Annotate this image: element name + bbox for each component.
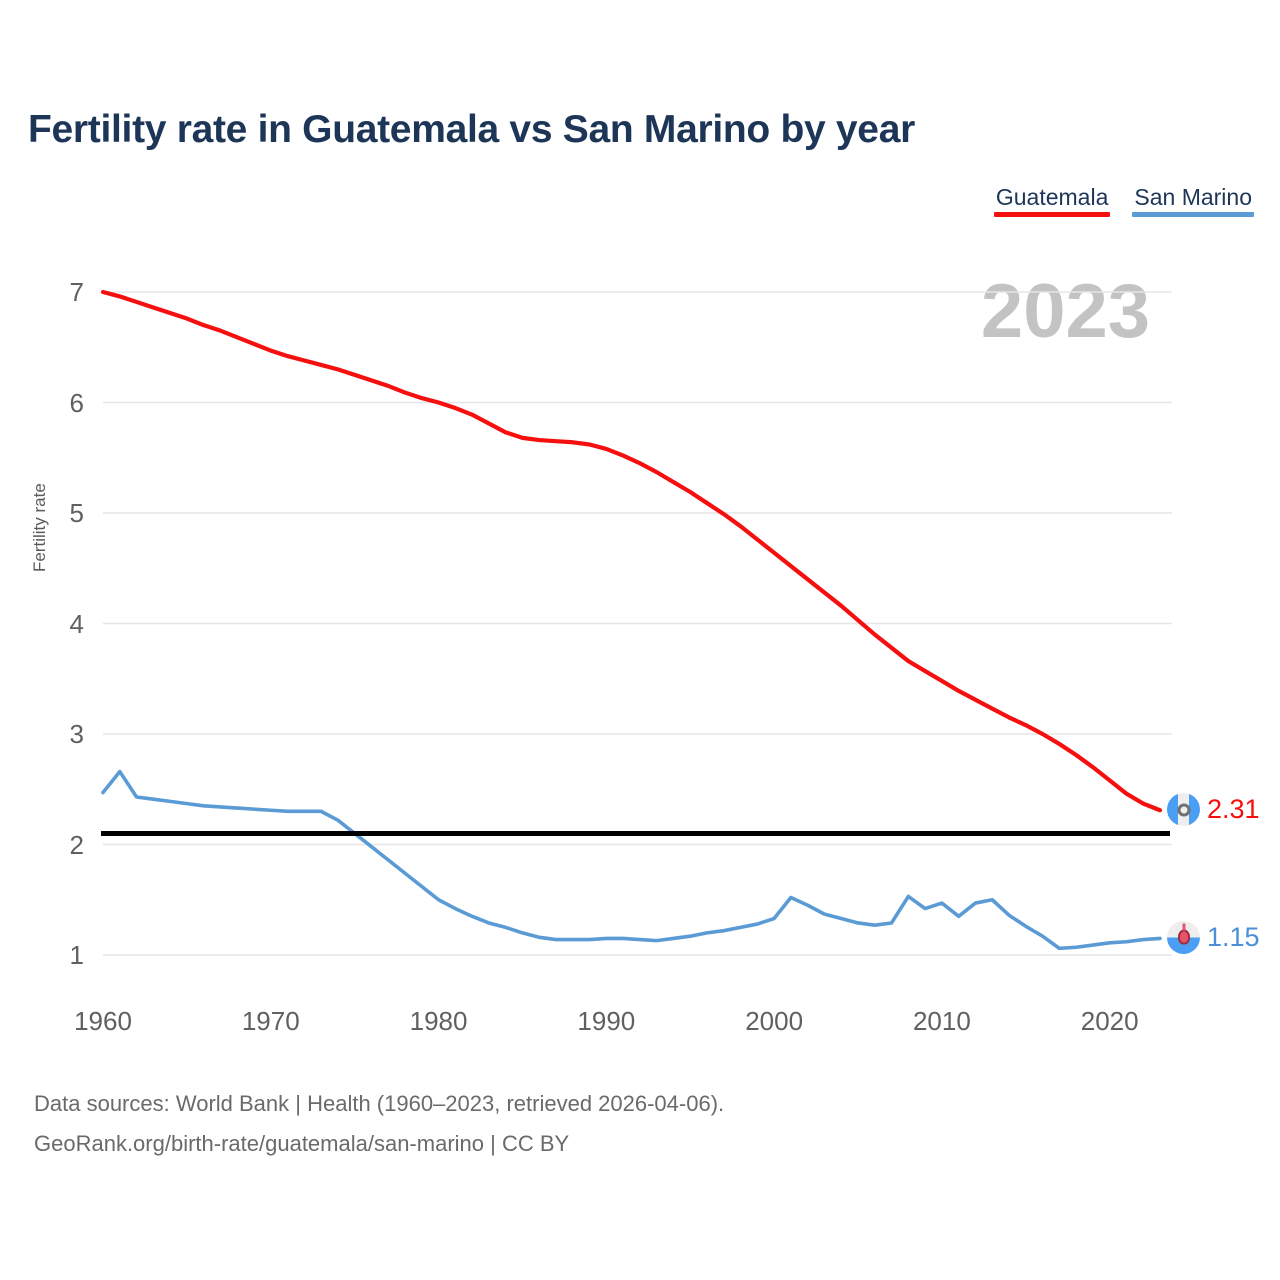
x-tick-1990: 1990: [577, 1006, 636, 1036]
endpoint-guatemala: 2.31: [1167, 793, 1260, 827]
x-tick-1960: 1960: [74, 1006, 132, 1036]
y-tick-4: 4: [69, 608, 84, 639]
page-title: Fertility rate in Guatemala vs San Marin…: [28, 108, 915, 151]
series-line-guatemala: [100, 289, 1163, 813]
footer-credits: Data sources: World Bank | Health (1960–…: [34, 1084, 724, 1164]
y-tick-3: 3: [69, 719, 84, 749]
legend-item-guatemala[interactable]: Guatemala: [993, 184, 1111, 217]
endpoint-value-guatemala: 2.31: [1207, 794, 1260, 825]
x-tick-1980: 1980: [409, 1006, 468, 1036]
y-tick-2: 2: [69, 829, 84, 860]
x-tick-2000: 2000: [745, 1006, 804, 1036]
x-tick-2010: 2010: [912, 1006, 971, 1036]
guatemala-emblem-icon: [1177, 803, 1190, 817]
legend-item-san-marino[interactable]: San Marino: [1132, 184, 1254, 217]
chart-legend: Guatemala San Marino: [993, 184, 1254, 217]
x-tick-2020: 2020: [1080, 1006, 1139, 1036]
legend-label-san-marino: San Marino: [1134, 184, 1252, 210]
san-marino-emblem-icon: [1177, 929, 1190, 945]
legend-swatch-san-marino: [1132, 212, 1254, 217]
y-tick-1: 1: [69, 940, 84, 970]
endpoint-value-san-marino: 1.15: [1207, 922, 1260, 953]
y-tick-5: 5: [69, 498, 84, 528]
san-marino-flag-icon: [1167, 921, 1200, 955]
footer-line-sources: Data sources: World Bank | Health (1960–…: [34, 1091, 725, 1116]
year-watermark: 2023: [980, 269, 1150, 354]
legend-swatch-guatemala: [993, 212, 1111, 217]
series-line-san-marino: [101, 769, 1162, 951]
footer-line-url: GeoRank.org/birth-rate/guatemala/san-mar…: [34, 1131, 570, 1156]
y-tick-7: 7: [69, 277, 84, 307]
y-tick-6: 6: [69, 387, 84, 418]
legend-label-guatemala: Guatemala: [995, 184, 1109, 210]
endpoint-san-marino: 1.15: [1167, 921, 1260, 955]
guatemala-flag-icon: [1167, 793, 1200, 827]
x-tick-1970: 1970: [241, 1006, 300, 1036]
